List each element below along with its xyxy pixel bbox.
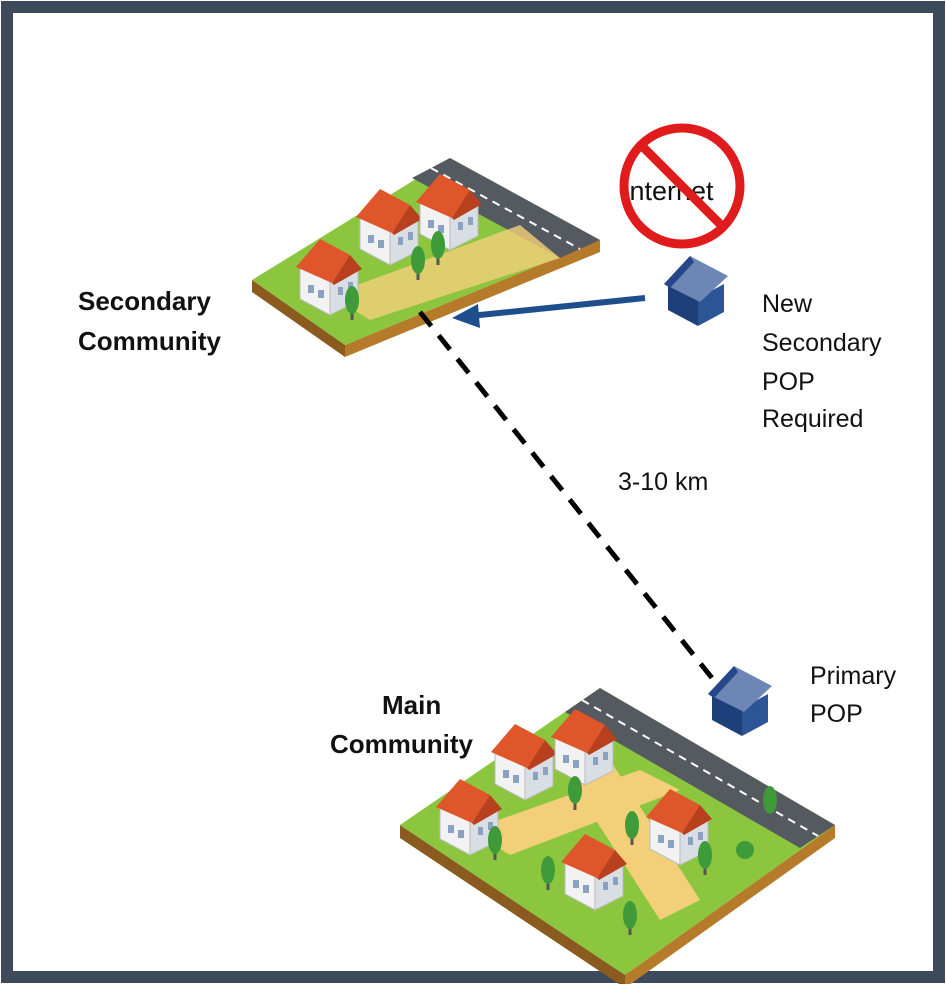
secondary-community-label: Community [78,326,222,356]
main-community-label: Main [382,690,441,720]
new-pop-label: Secondary [762,329,882,357]
new-pop-label: POP [762,368,815,396]
primary-pop-label: Primary [810,662,897,690]
secondary-community-label: Secondary [78,286,211,316]
diagram: Internet Secondary Community Main Commun… [0,0,946,984]
new-pop-label: Required [762,405,863,433]
primary-pop-label: POP [810,700,863,728]
new-pop-label: New [762,290,813,318]
distance-label: 3-10 km [618,468,708,496]
main-community-label: Community [330,729,474,759]
